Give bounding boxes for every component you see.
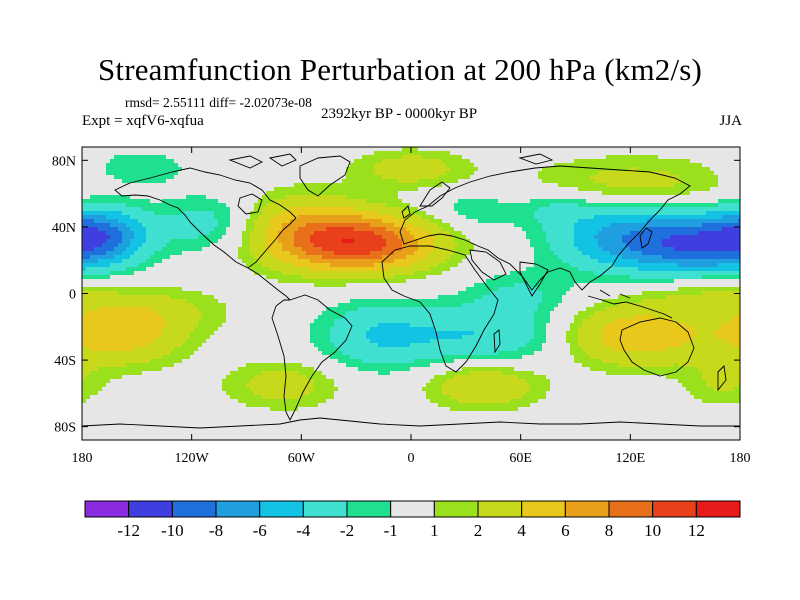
lon-tick-label: 180 (72, 451, 93, 466)
colorbar-swatch (695, 500, 741, 518)
colorbar-label: 12 (688, 521, 705, 540)
coast-hudson-bay (237, 193, 263, 215)
coast-north-america (114, 167, 297, 269)
contour-fill-field (82, 147, 740, 440)
colorbar-swatch (302, 500, 348, 518)
lat-tick-label: 0 (69, 288, 76, 303)
coast-arabia (469, 249, 507, 281)
coast-australia (619, 317, 695, 377)
lon-tick-label: 0 (408, 451, 415, 466)
coast-south-america (271, 294, 353, 422)
colorbar-label: -4 (296, 521, 311, 540)
colorbar-swatch (346, 500, 392, 518)
lon-tick-label: 180 (730, 451, 751, 466)
experiment-label: Expt = xqfV6-xqfua (82, 113, 204, 129)
coast-maritime-asia (587, 289, 673, 319)
time-range-label: 2392kyr BP - 0000kyr BP (321, 106, 478, 122)
colorbar-label: 8 (605, 521, 614, 540)
colorbar-label: 4 (517, 521, 526, 540)
coast-japan (639, 227, 653, 249)
colorbar-label: -2 (340, 521, 354, 540)
colorbar-label: 6 (561, 521, 570, 540)
lon-tick-label: 120W (175, 451, 210, 466)
colorbar-swatch (259, 500, 304, 518)
coast-africa (381, 245, 499, 373)
colorbar-swatch (608, 500, 654, 518)
colorbar-label: -6 (253, 521, 267, 540)
chart-title: Streamfunction Perturbation at 200 hPa (… (97, 52, 703, 87)
colorbar-swatch (521, 500, 566, 518)
coast-central-america (247, 267, 291, 301)
colorbar-swatch (171, 500, 217, 518)
coast-india (519, 261, 549, 297)
colorbar-swatch (84, 500, 130, 518)
colorbar-label: -1 (384, 521, 398, 540)
lat-tick-label: 40N (52, 221, 76, 236)
coast-antarctica (82, 417, 740, 429)
colorbar-swatch (652, 500, 697, 518)
coastlines (82, 153, 740, 429)
coast-madagascar (493, 329, 501, 354)
colorbar-swatch (215, 500, 261, 518)
colorbar-label: -12 (117, 521, 140, 540)
colorbar-label: 1 (430, 521, 439, 540)
lat-tick-label: 80N (52, 154, 76, 169)
colorbar-label: -10 (161, 521, 184, 540)
stats-line: rmsd= 2.55111 diff= -2.02073e-08 (125, 95, 312, 110)
colorbar-swatch (433, 500, 479, 518)
season-label: JJA (719, 113, 742, 129)
colorbar-label: -8 (209, 521, 223, 540)
coast-greenland (299, 155, 351, 197)
coast-arctic-islands (228, 153, 554, 169)
lon-tick-label: 120E (616, 451, 646, 466)
colorbar-label: 2 (474, 521, 483, 540)
colorbar: -12 -10 -8 -6 -4 -2 -1 1 2 4 6 8 10 12 (84, 500, 741, 540)
lon-tick-label: 60E (509, 451, 532, 466)
axis-ticks: 80N 40N 0 40S 80S 180 120W 60W 0 60E 120E 180 (52, 147, 751, 466)
coast-new-zealand (717, 365, 727, 392)
lon-tick-label: 60W (288, 451, 316, 466)
coast-scandinavia (419, 181, 451, 207)
colorbar-label: 10 (644, 521, 661, 540)
coast-british-isles (401, 205, 411, 219)
coast-eurasia (399, 165, 691, 291)
colorbar-swatch (390, 500, 435, 518)
lat-tick-label: 80S (54, 421, 76, 436)
colorbar-swatch (477, 500, 523, 518)
colorbar-swatch (564, 500, 610, 518)
colorbar-swatch (128, 500, 173, 518)
lat-tick-label: 40S (54, 354, 76, 369)
